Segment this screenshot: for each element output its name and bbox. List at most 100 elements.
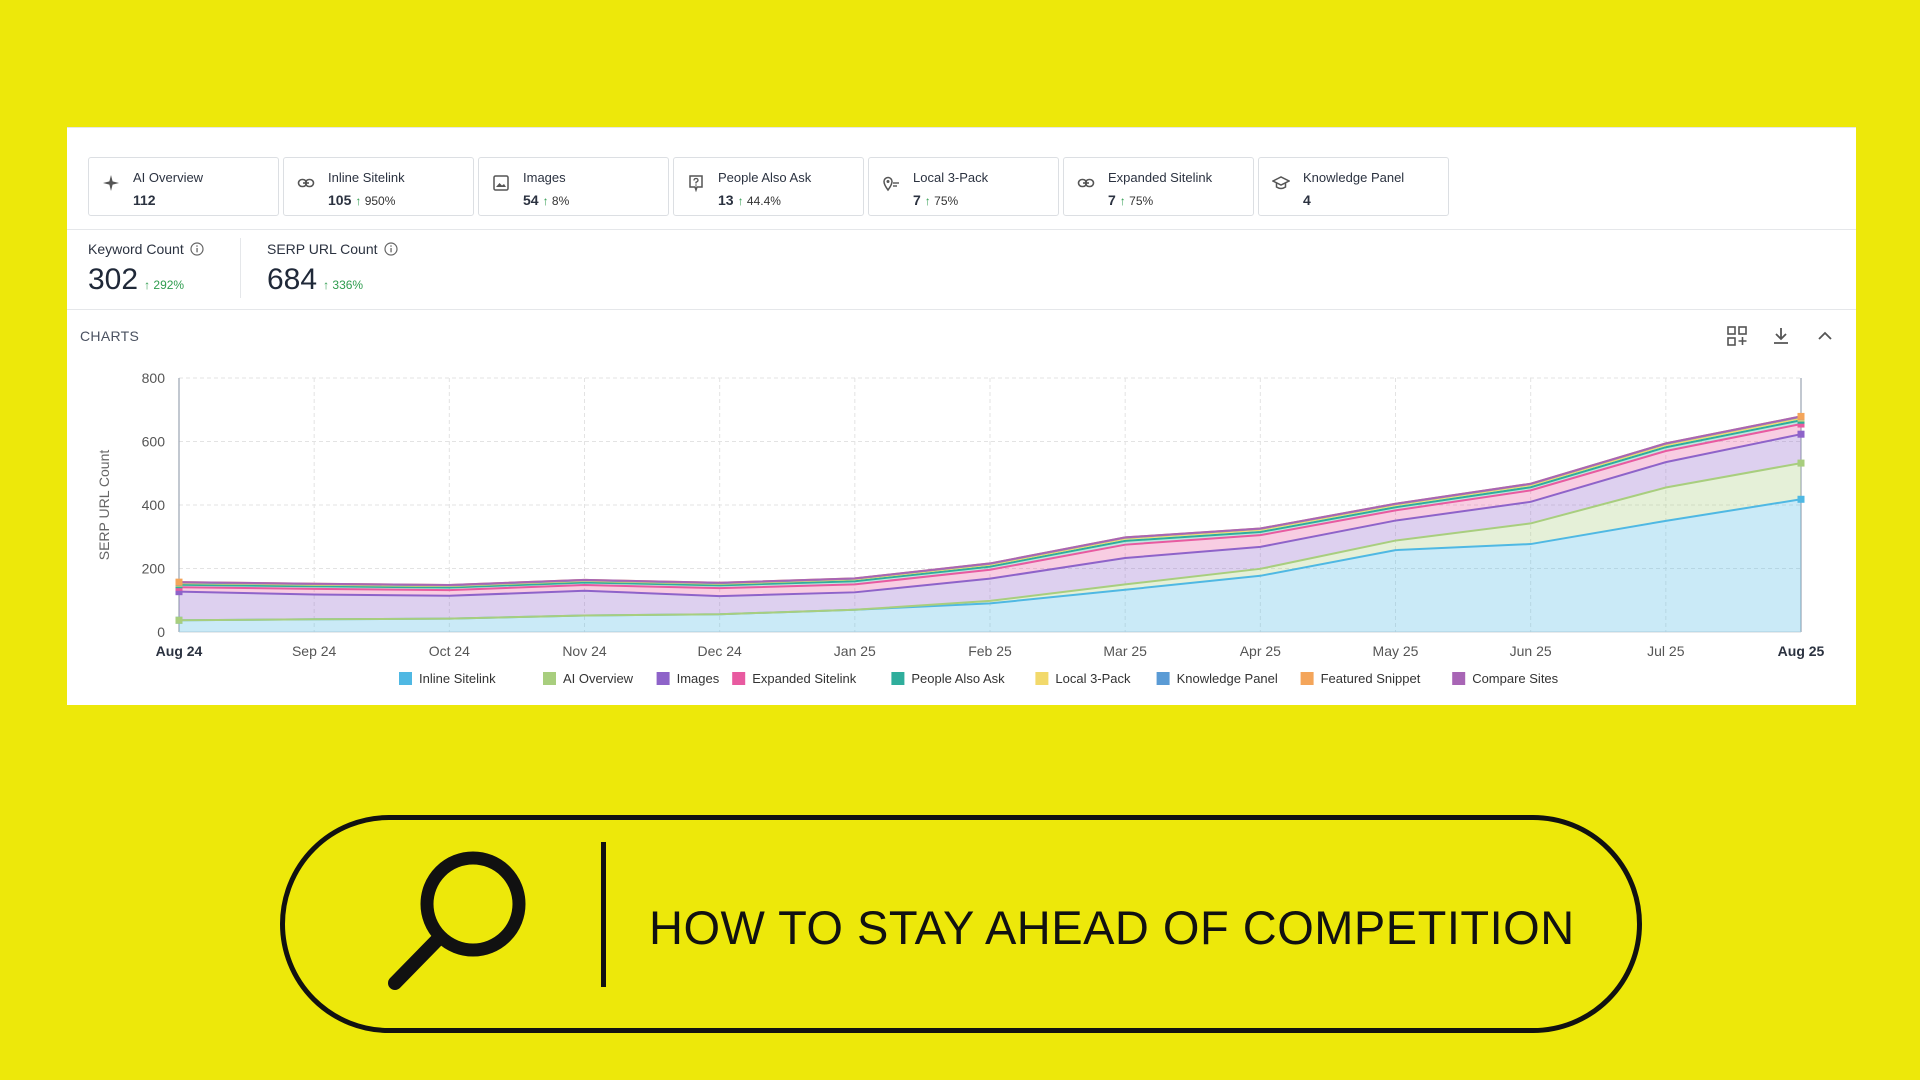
x-tick-label: Oct 24 — [429, 643, 470, 659]
legend-swatch — [656, 672, 670, 685]
x-tick-label: Feb 25 — [968, 643, 1012, 659]
keyword-count-metric: Keyword Count 302 ↑ 292% — [88, 241, 204, 297]
data-point — [1797, 412, 1805, 420]
serp-url-count-chart: 0 200 400 600 800 Aug 24 Sep 24 Oct 24 Nov 24 Dec… — [96, 370, 1825, 686]
legend-swatch — [732, 672, 746, 685]
collapse-chevron-icon[interactable] — [1813, 324, 1837, 348]
legend-swatch — [543, 672, 556, 685]
x-tick-label: Aug 24 — [156, 643, 203, 659]
x-tick-label: May 25 — [1373, 643, 1419, 659]
pill-count: 4 — [1303, 192, 1311, 208]
link-icon — [1077, 178, 1095, 188]
serp-feature-pill[interactable]: Local 3-Pack 7 ↑ 75% — [868, 157, 1059, 216]
serp-feature-pill[interactable]: Inline Sitelink 105 ↑ 950% — [283, 157, 474, 216]
x-tick-label: Apr 25 — [1240, 643, 1281, 659]
divider — [67, 229, 1856, 230]
serp-url-count-metric: SERP URL Count 684 ↑ 336% — [267, 241, 398, 297]
serp-features-panel: AI Overview 112 Inline Sitelink 105 ↑ 950% Im… — [67, 127, 1856, 705]
legend-label: People Also Ask — [911, 671, 1005, 686]
graduation-cap-icon — [1272, 176, 1290, 190]
pill-label: Inline Sitelink — [328, 170, 405, 185]
legend-label: Inline Sitelink — [419, 671, 496, 686]
serp-feature-pill[interactable]: AI Overview 112 — [88, 157, 279, 216]
charts-section-title: CHARTS — [80, 328, 140, 344]
question-icon — [689, 175, 703, 192]
legend-swatch — [399, 672, 412, 685]
serp-feature-pill[interactable]: Images 54 ↑ 8% — [478, 157, 669, 216]
legend-swatch — [1156, 672, 1170, 685]
data-point — [175, 616, 183, 624]
serp-url-count-change: ↑ 336% — [323, 278, 364, 292]
series-line-images — [178, 433, 1802, 598]
headline: HOW TO STAY AHEAD OF COMPETITION — [649, 901, 1575, 954]
add-widget-icon[interactable] — [1725, 324, 1749, 348]
pill-count: 13 ↑ 44.4% — [718, 192, 781, 208]
legend-swatch — [1300, 672, 1314, 685]
sparkle-icon — [103, 175, 119, 191]
y-tick-label: 400 — [142, 497, 166, 513]
search-bar-divider — [601, 842, 606, 987]
legend-label: Local 3-Pack — [1055, 671, 1131, 686]
legend-label: Expanded Sitelink — [752, 671, 857, 686]
pill-count: 7 ↑ 75% — [1108, 192, 1154, 208]
pill-label: Knowledge Panel — [1303, 170, 1405, 185]
y-tick-label: 600 — [142, 434, 166, 450]
series-line-people-also-ask — [178, 419, 1802, 589]
pill-change: ↑ 950% — [355, 194, 396, 208]
download-icon[interactable] — [1769, 324, 1793, 348]
series-line-expanded-sitelink — [178, 423, 1802, 592]
pill-count: 112 — [133, 192, 156, 208]
area-inline-sitelink — [179, 499, 1801, 632]
data-point — [1797, 420, 1805, 428]
legend-label: Compare Sites — [1472, 671, 1558, 686]
info-icon[interactable] — [190, 242, 204, 256]
pill-change: ↑ 44.4% — [737, 194, 781, 208]
x-tick-label: Sep 24 — [292, 643, 337, 659]
x-tick-label: Nov 24 — [562, 643, 607, 659]
x-tick-label: Jan 25 — [834, 643, 876, 659]
serp-feature-pill[interactable]: People Also Ask 13 ↑ 44.4% — [673, 157, 864, 216]
map-pin-icon — [883, 176, 899, 192]
x-tick-label: Jul 25 — [1647, 643, 1685, 659]
metric-divider — [240, 238, 241, 298]
area-ai-overview — [179, 463, 1801, 621]
y-axis-label: SERP URL Count — [96, 450, 112, 561]
divider — [67, 309, 1856, 310]
keyword-count-change: ↑ 292% — [144, 278, 185, 292]
data-point — [175, 578, 183, 586]
serp-feature-pills: AI Overview 112 Inline Sitelink 105 ↑ 950% Im… — [88, 157, 1449, 216]
info-icon[interactable] — [383, 242, 398, 256]
legend-label: Knowledge Panel — [1177, 671, 1278, 686]
pill-change: ↑ 8% — [542, 194, 570, 208]
pill-change: ↑ 75% — [1119, 194, 1154, 208]
keyword-count-label: Keyword Count — [88, 241, 184, 257]
legend-label: AI Overview — [563, 671, 634, 686]
serp-url-count-label: SERP URL Count — [267, 241, 378, 257]
pill-label: Local 3-Pack — [913, 170, 989, 185]
search-bar-graphic: HOW TO STAY AHEAD OF COMPETITION — [280, 815, 1642, 1033]
legend-label: Featured Snippet — [1321, 671, 1421, 686]
y-tick-label: 0 — [157, 624, 165, 640]
pill-count: 7 ↑ 75% — [913, 192, 959, 208]
serp-feature-pill[interactable]: Knowledge Panel 4 — [1258, 157, 1449, 216]
legend-swatch — [891, 672, 905, 685]
pill-label: Images — [523, 170, 566, 185]
keyword-count-value: 302 — [88, 263, 139, 296]
series-line-compare-sites — [178, 415, 1802, 587]
pill-label: AI Overview — [133, 170, 204, 185]
y-tick-label: 800 — [142, 370, 166, 386]
x-tick-label: Mar 25 — [1103, 643, 1147, 659]
data-point — [1797, 495, 1805, 503]
pill-change: ↑ 75% — [924, 194, 959, 208]
y-tick-label: 200 — [142, 561, 166, 577]
x-tick-label: Dec 24 — [697, 643, 742, 659]
legend-label: Images — [677, 671, 720, 686]
image-icon — [493, 175, 509, 191]
serp-url-count-value: 684 — [267, 263, 318, 296]
pill-count: 105 ↑ 950% — [328, 192, 396, 208]
link-icon — [297, 178, 315, 188]
serp-feature-pill[interactable]: Expanded Sitelink 7 ↑ 75% — [1063, 157, 1254, 216]
x-tick-label: Aug 25 — [1778, 643, 1825, 659]
series-line-ai-overview — [178, 462, 1802, 622]
pill-label: People Also Ask — [718, 170, 812, 185]
